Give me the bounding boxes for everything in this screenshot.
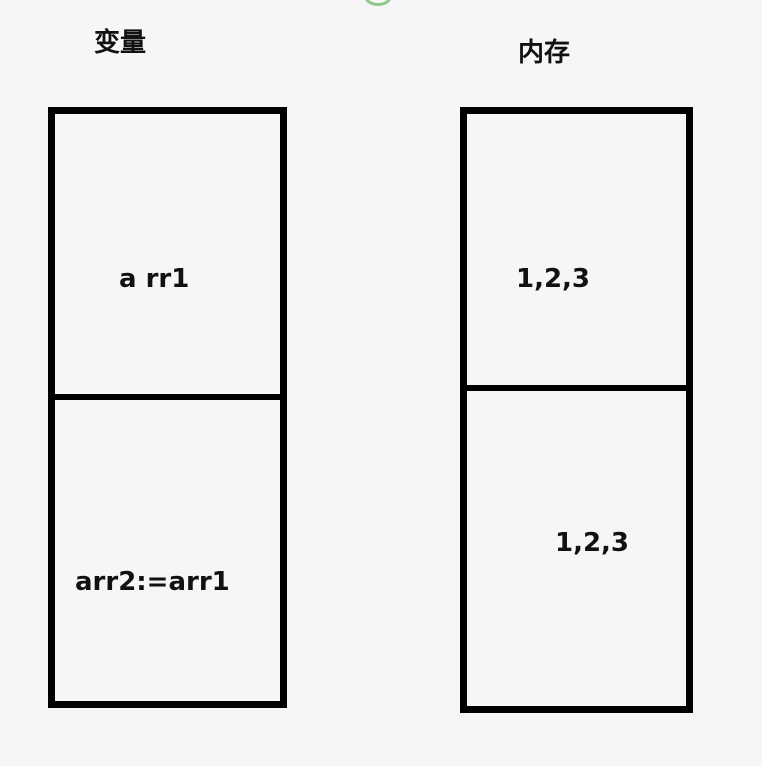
top-mark-icon [364, 0, 392, 6]
variable-cell-arr1: a rr1 [119, 264, 190, 294]
memory-cell-bottom: 1,2,3 [555, 528, 630, 558]
variable-cell-arr2: arr2:=arr1 [75, 567, 230, 597]
memory-box [460, 107, 693, 713]
variables-column-title: 变量 [94, 28, 147, 58]
memory-divider [467, 385, 693, 391]
variables-divider [55, 394, 280, 400]
memory-column-title: 内存 [518, 38, 571, 68]
variables-box [48, 107, 287, 708]
memory-cell-top: 1,2,3 [516, 264, 591, 294]
